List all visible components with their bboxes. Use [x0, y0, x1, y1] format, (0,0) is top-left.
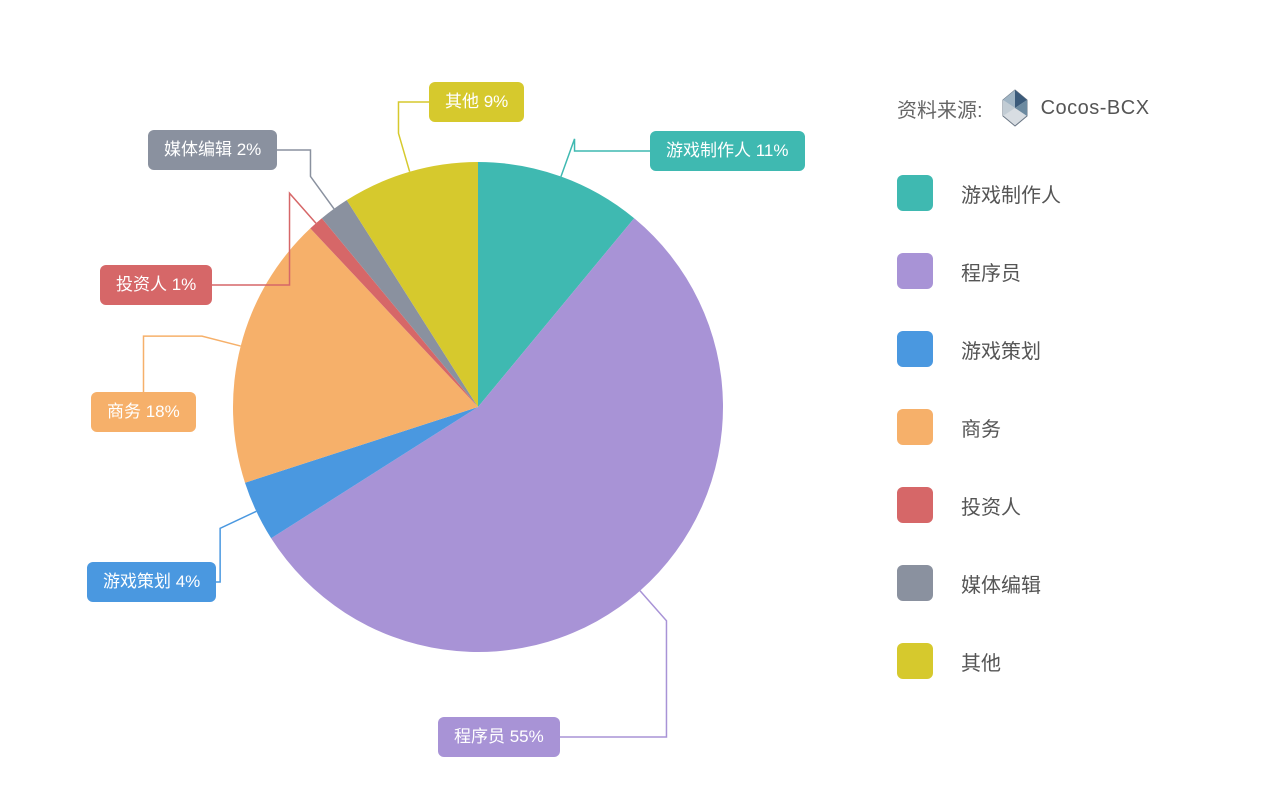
source-block: 资料来源: Cocos-BCX — [897, 88, 1150, 128]
legend-item: 商务 — [897, 409, 1061, 445]
leader-line — [561, 139, 650, 177]
legend-swatch — [897, 253, 933, 289]
legend-item: 游戏策划 — [897, 331, 1061, 367]
legend-item: 游戏制作人 — [897, 175, 1061, 211]
leader-line — [144, 336, 241, 392]
legend-swatch — [897, 331, 933, 367]
legend-swatch — [897, 487, 933, 523]
legend-swatch — [897, 643, 933, 679]
brand-text: Cocos-BCX — [1041, 97, 1150, 120]
callout-label: 投资人 1% — [100, 265, 212, 305]
callout-label: 程序员 55% — [438, 717, 560, 757]
leader-line — [216, 511, 256, 582]
legend-label: 程序员 — [961, 257, 1021, 286]
brand-logo-icon — [997, 88, 1033, 128]
legend-swatch — [897, 175, 933, 211]
legend-label: 商务 — [961, 413, 1001, 442]
leader-line — [277, 150, 334, 209]
legend-swatch — [897, 409, 933, 445]
callout-label: 游戏策划 4% — [87, 562, 216, 602]
legend-label: 游戏策划 — [961, 335, 1041, 364]
legend-label: 投资人 — [961, 491, 1021, 520]
pie-chart-container: 游戏制作人 11% 程序员 55% 游戏策划 4% 商务 18% 投资人 1% 媒体编辑 … — [0, 0, 870, 797]
legend-swatch — [897, 565, 933, 601]
legend-label: 媒体编辑 — [961, 569, 1041, 598]
legend-item: 投资人 — [897, 487, 1061, 523]
leader-line — [398, 102, 429, 172]
legend-label: 其他 — [961, 647, 1001, 676]
callout-label: 游戏制作人 11% — [650, 131, 805, 171]
callout-label: 商务 18% — [91, 392, 196, 432]
source-label: 资料来源: — [897, 94, 983, 123]
callout-label: 媒体编辑 2% — [148, 130, 277, 170]
callout-label: 其他 9% — [429, 82, 524, 122]
legend-item: 媒体编辑 — [897, 565, 1061, 601]
legend-item: 其他 — [897, 643, 1061, 679]
legend-label: 游戏制作人 — [961, 179, 1061, 208]
legend: 游戏制作人程序员游戏策划商务投资人媒体编辑其他 — [897, 175, 1061, 679]
legend-item: 程序员 — [897, 253, 1061, 289]
